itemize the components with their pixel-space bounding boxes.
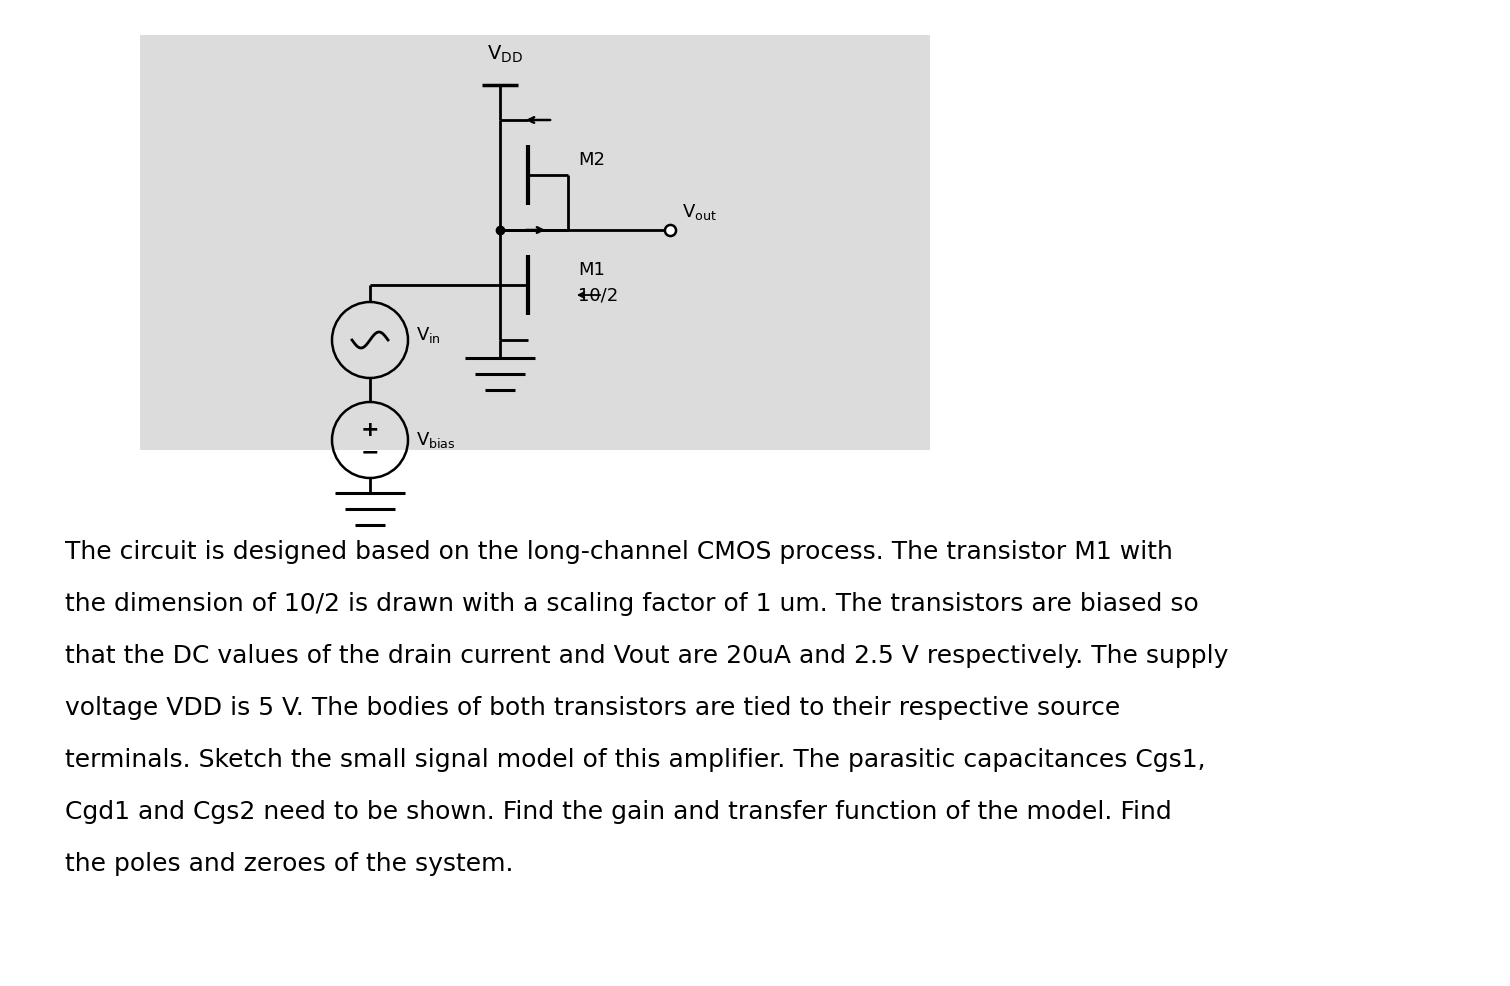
Text: The circuit is designed based on the long-channel CMOS process. The transistor M: The circuit is designed based on the lon…	[65, 540, 1173, 564]
Text: Cgd1 and Cgs2 need to be shown. Find the gain and transfer function of the model: Cgd1 and Cgs2 need to be shown. Find the…	[65, 800, 1172, 824]
Text: +: +	[361, 420, 379, 440]
Text: M1: M1	[578, 261, 606, 279]
Text: 10/2: 10/2	[578, 286, 618, 304]
Text: V$_{\mathregular{in}}$: V$_{\mathregular{in}}$	[415, 325, 441, 345]
Text: −: −	[361, 442, 379, 462]
Bar	[140, 35, 930, 450]
Text: that the DC values of the drain current and Vout are 20uA and 2.5 V respectively: that the DC values of the drain current …	[65, 644, 1228, 668]
Text: the dimension of 10/2 is drawn with a scaling factor of 1 um. The transistors ar: the dimension of 10/2 is drawn with a sc…	[65, 592, 1199, 616]
Text: V$_{\mathregular{out}}$: V$_{\mathregular{out}}$	[683, 202, 717, 222]
Text: V$_{\mathregular{DD}}$: V$_{\mathregular{DD}}$	[488, 43, 522, 65]
Text: M2: M2	[578, 151, 606, 169]
Text: the poles and zeroes of the system.: the poles and zeroes of the system.	[65, 852, 513, 876]
Text: terminals. Sketch the small signal model of this amplifier. The parasitic capaci: terminals. Sketch the small signal model…	[65, 748, 1205, 772]
Text: voltage VDD is 5 V. The bodies of both transistors are tied to their respective : voltage VDD is 5 V. The bodies of both t…	[65, 696, 1120, 720]
Text: V$_{\mathregular{bias}}$: V$_{\mathregular{bias}}$	[415, 430, 456, 450]
